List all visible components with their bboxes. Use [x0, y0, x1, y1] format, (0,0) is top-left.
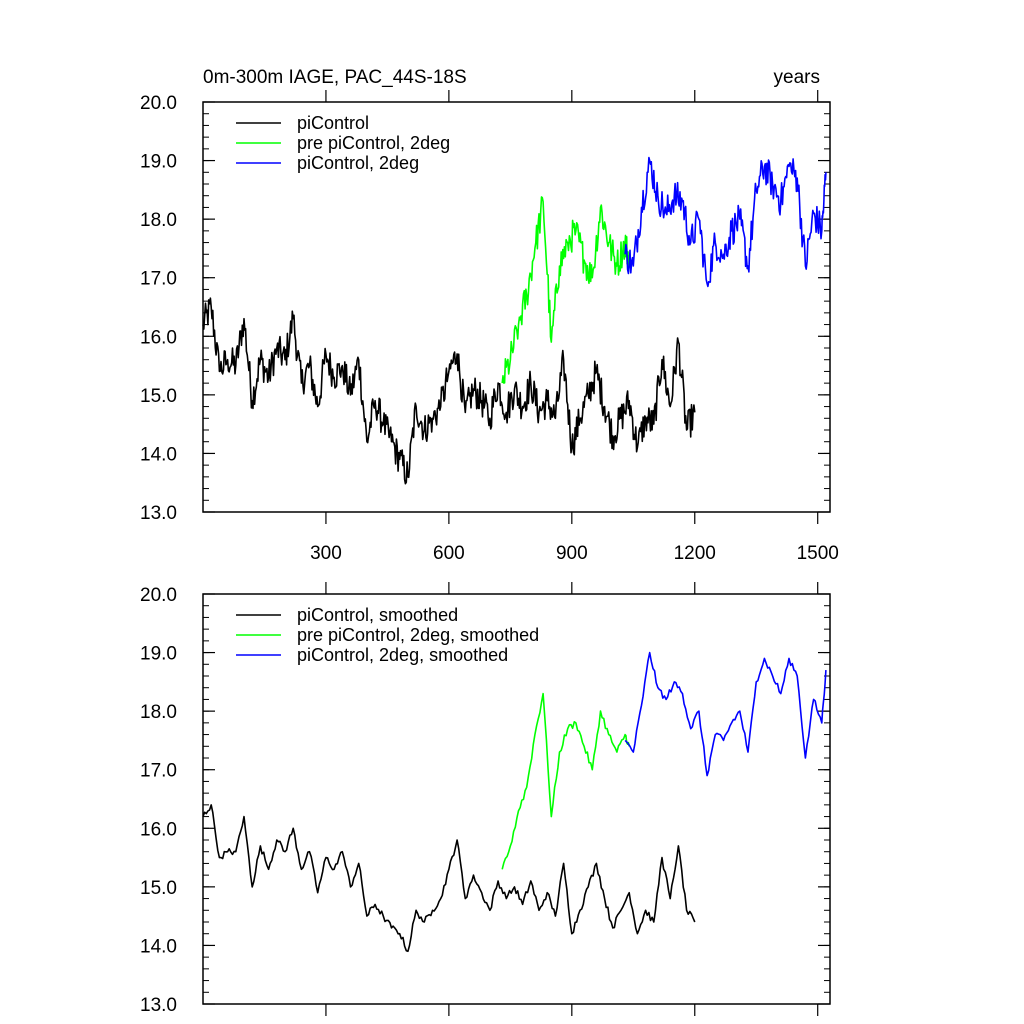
y-tick-label: 15.0 [140, 386, 177, 407]
units-label: years [774, 67, 820, 88]
bottom-series [202, 651, 827, 953]
legend-label: piControl, 2deg, smoothed [297, 645, 508, 665]
y-tick-label: 17.0 [140, 269, 177, 290]
y-tick-label: 18.0 [140, 702, 177, 723]
y-tick-label: 13.0 [140, 995, 177, 1016]
y-tick-label: 19.0 [140, 644, 177, 665]
chart-title: 0m-300m IAGE, PAC_44S-18S [203, 67, 467, 88]
y-tick-label: 16.0 [140, 819, 177, 840]
x-tick-label: 600 [433, 543, 465, 564]
y-tick-label: 16.0 [140, 327, 177, 348]
series-line-0 [202, 297, 696, 485]
x-tick-label: 1500 [797, 543, 839, 564]
series-line-1 [501, 692, 630, 870]
y-tick-label: 18.0 [140, 210, 177, 231]
legend-label: piControl [297, 113, 369, 133]
series-line-1 [501, 196, 630, 384]
series-line-2 [624, 156, 827, 288]
x-tick-label: 900 [556, 543, 588, 564]
series-line-0 [202, 804, 696, 953]
top-series [202, 156, 827, 485]
bottom-axis-ticks: 13.0 14.0 15.0 16.0 17.0 18.0 19.0 20.0 [140, 582, 830, 1016]
x-tick-label: 300 [310, 543, 342, 564]
bottom-panel: 13.0 14.0 15.0 16.0 17.0 18.0 19.0 20.0 piContr… [140, 582, 831, 1016]
y-tick-label: 15.0 [140, 878, 177, 899]
legend-label: piControl, smoothed [297, 605, 458, 625]
legend-label: pre piControl, 2deg, smoothed [297, 625, 539, 645]
legend-label: pre piControl, 2deg [297, 133, 450, 153]
top-plot-frame [202, 101, 831, 513]
y-tick-label: 13.0 [140, 503, 177, 524]
y-tick-label: 20.0 [140, 585, 177, 606]
top-panel: 0m-300m IAGE, PAC_44S-18S years 13.0 14.0… [140, 67, 839, 564]
y-tick-label: 14.0 [140, 444, 177, 465]
y-tick-label: 19.0 [140, 152, 177, 173]
y-tick-label: 14.0 [140, 936, 177, 957]
top-axis-ticks: 13.0 14.0 15.0 16.0 17.0 18.0 19.0 20.0 300 600 90… [140, 90, 839, 564]
y-tick-label: 17.0 [140, 761, 177, 782]
y-tick-label: 20.0 [140, 93, 177, 114]
x-tick-label: 1200 [674, 543, 716, 564]
bottom-plot-frame [202, 593, 831, 1005]
legend-label: piControl, 2deg [297, 153, 419, 173]
series-line-2 [624, 651, 827, 777]
